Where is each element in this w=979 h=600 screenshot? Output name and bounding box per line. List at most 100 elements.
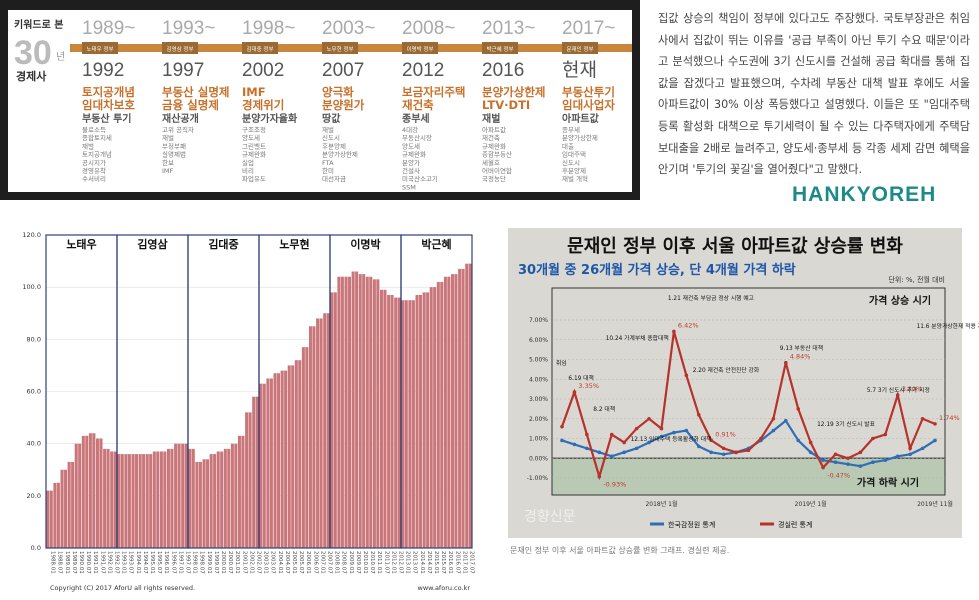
gov-box	[82, 42, 118, 54]
x-tick-label: 2002.01	[248, 551, 254, 574]
keyword-main: 부동산투기	[562, 85, 615, 99]
point	[634, 426, 639, 431]
section-label: 김영삼	[137, 237, 167, 251]
keyword-minor: 부정부패	[162, 141, 186, 150]
x-tick-label: 2006.01	[305, 551, 311, 574]
y-tick-label: 0.0	[31, 544, 41, 552]
y-tick-label: 4.00%	[529, 376, 548, 383]
point	[808, 450, 813, 455]
point	[647, 416, 651, 421]
x-tick-label: 2018년 1월	[645, 500, 677, 508]
x-tick-label: 2003.07	[270, 551, 276, 574]
keyword-minor: 신도시	[322, 133, 340, 142]
y-tick-label: 1.00%	[529, 436, 548, 443]
keyword-minor: 분양가상한제	[562, 133, 598, 142]
period-to: 현재	[562, 59, 597, 81]
annotation: 12.19 3기 신도시 발표	[817, 420, 875, 428]
keyword-minor: 실명제법	[162, 150, 186, 159]
point	[696, 444, 701, 449]
section-label: 김대중	[208, 237, 238, 251]
period-to: 2016	[482, 60, 524, 81]
keyword-minor: 양도세	[242, 133, 260, 142]
keyword-main: 분양가상한제	[482, 85, 545, 99]
x-tick-label: 2016.07	[454, 551, 460, 574]
y-tick-label: 80.0	[27, 335, 41, 343]
keyword-main: 경제위기	[242, 98, 284, 112]
section-frame	[400, 234, 473, 549]
period-to: 1997	[162, 60, 204, 81]
period-to: 2007	[322, 60, 364, 81]
keyword-minor: 불로소득	[82, 125, 106, 134]
point	[895, 454, 900, 459]
section-label: 노무현	[279, 237, 309, 251]
keyword-main: 토지공개념	[82, 85, 135, 99]
keyword-minor: 국정농단	[482, 174, 506, 183]
panel	[8, 10, 632, 192]
gov-label: 노무현 정부	[326, 45, 353, 53]
annotation: 2.20 재건축 안전진단 강화	[693, 366, 760, 374]
x-tick-label: 2017.07	[468, 551, 474, 574]
point	[833, 452, 838, 457]
point	[659, 434, 664, 439]
keyword-main: 임대차보호	[82, 98, 135, 112]
point	[609, 432, 614, 437]
keyword-minor: 건설사	[402, 166, 420, 175]
keyword-minor: 어버이연합	[482, 166, 512, 175]
chart-title: 문재인 정부 이후 서울 아파트값 상승률 변화	[567, 236, 903, 257]
point	[871, 436, 875, 441]
annotation: 11.6 분양가상한제 적용 지역 발표	[917, 322, 979, 330]
point	[634, 446, 639, 451]
x-tick-label: 1996.07	[170, 551, 176, 574]
keyword-minor: 양도세	[402, 141, 420, 150]
point	[883, 432, 888, 437]
y-tick-label: -1.00%	[527, 475, 549, 482]
x-tick-label: 2010.01	[362, 551, 368, 574]
keyword-sub: 종부세	[402, 112, 430, 125]
big-number: 30	[14, 34, 52, 72]
annotation: 6.19 대책	[568, 374, 593, 382]
x-tick-label: 2016.01	[447, 551, 453, 574]
x-tick-label: 1997.01	[177, 551, 183, 574]
keyword-minor: 비리	[242, 166, 254, 175]
copyright: Copyright (C) 2017 AforU all rights rese…	[50, 584, 195, 592]
point	[622, 450, 626, 455]
keyword-minor: 재벌	[162, 133, 174, 142]
value-label: 3.35%	[578, 382, 599, 390]
x-tick-label: 2017.01	[461, 551, 467, 574]
keyword-main: 금융 실명제	[162, 98, 219, 112]
point	[721, 452, 726, 457]
y-tick-label: 3.00%	[529, 396, 548, 403]
value-label: 0.91%	[715, 430, 736, 438]
section-label: 이명박	[350, 237, 380, 251]
point	[572, 390, 577, 394]
keyword-minor: 세월호	[482, 158, 500, 167]
point	[622, 440, 626, 445]
keyword-minor: 공시지가	[82, 158, 106, 167]
keyword-minor: IMF	[162, 167, 174, 175]
keyword-main: 보금자리주택	[402, 85, 465, 99]
point	[808, 440, 813, 445]
period-to: 1992	[82, 60, 124, 81]
x-tick-label: 2013.01	[405, 551, 411, 574]
point	[696, 413, 701, 417]
keyword-minor: 재벌	[82, 141, 94, 150]
point	[659, 426, 664, 431]
x-tick-label: 1998.01	[192, 551, 198, 574]
x-tick-label: 1989.07	[71, 551, 77, 574]
keyword-main: 분양원가	[322, 98, 365, 112]
point	[709, 450, 713, 455]
legend-label: 경실련 통계	[778, 520, 812, 529]
x-tick-label: 2004.07	[284, 551, 290, 574]
keyword-minor: 미국산소고기	[402, 174, 438, 183]
x-tick-label: 1995.07	[156, 551, 162, 574]
down-band	[551, 457, 946, 496]
point	[796, 407, 801, 411]
x-tick-label: 1992.07	[113, 551, 119, 574]
point	[883, 458, 888, 463]
x-tick-label: 1995.01	[149, 551, 155, 574]
point	[846, 462, 850, 466]
value-label: 3.20%	[902, 385, 923, 393]
gov-box	[242, 42, 278, 54]
